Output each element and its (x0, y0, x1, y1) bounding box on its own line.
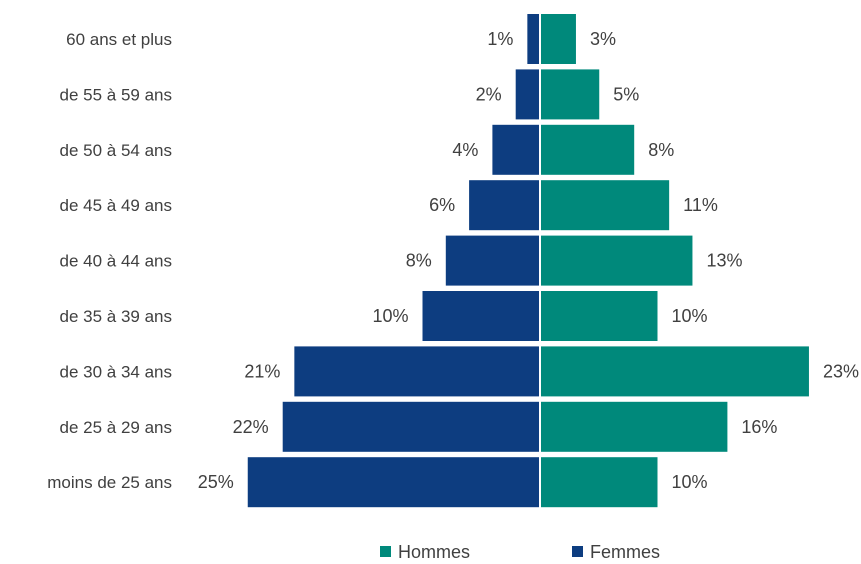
category-label: de 40 à 44 ans (60, 252, 172, 271)
data-label-hommes: 8% (648, 140, 674, 160)
bar-femmes (492, 124, 539, 175)
bar-hommes (541, 457, 658, 508)
legend-label-hommes: Hommes (398, 542, 470, 562)
category-label: de 30 à 34 ans (60, 362, 172, 381)
category-label: de 35 à 39 ans (60, 307, 172, 326)
data-label-hommes: 10% (672, 306, 708, 326)
data-label-femmes: 22% (233, 417, 269, 437)
data-label-hommes: 10% (672, 472, 708, 492)
data-label-hommes: 5% (613, 84, 639, 104)
bar-femmes (515, 69, 539, 120)
data-label-femmes: 21% (244, 361, 280, 381)
bar-hommes (541, 180, 670, 231)
data-label-hommes: 3% (590, 29, 616, 49)
legend-swatch-femmes (572, 546, 583, 557)
data-label-femmes: 6% (429, 195, 455, 215)
bar-hommes (541, 235, 693, 286)
bar-femmes (294, 346, 539, 397)
bar-hommes (541, 401, 728, 452)
bar-hommes (541, 291, 658, 341)
bar-hommes (541, 124, 635, 175)
bar-femmes (469, 180, 539, 231)
data-label-hommes: 13% (706, 251, 742, 271)
legend: Hommes Femmes (380, 542, 660, 562)
labels-layer: 60 ans et plus 1% 3% de 55 à 59 ans 2% 5% de 5… (47, 29, 859, 492)
data-label-hommes: 23% (823, 361, 859, 381)
bar-femmes (247, 457, 539, 508)
bar-femmes (422, 291, 539, 341)
category-label: de 55 à 59 ans (60, 85, 172, 104)
data-label-hommes: 11% (683, 195, 718, 215)
legend-label-femmes: Femmes (590, 542, 660, 562)
data-label-hommes: 16% (741, 417, 777, 437)
data-label-femmes: 4% (452, 140, 478, 160)
bar-femmes (445, 235, 539, 286)
data-label-femmes: 1% (487, 29, 513, 49)
data-label-femmes: 25% (198, 472, 234, 492)
legend-swatch-hommes (380, 546, 391, 557)
category-label: de 45 à 49 ans (60, 196, 172, 215)
data-label-femmes: 10% (372, 306, 408, 326)
bar-hommes (541, 14, 576, 64)
category-label: de 50 à 54 ans (60, 141, 172, 160)
bar-femmes (527, 14, 539, 64)
data-label-femmes: 2% (476, 84, 502, 104)
category-label: de 25 à 29 ans (60, 418, 172, 437)
bars-layer (247, 14, 809, 508)
category-label: moins de 25 ans (47, 473, 172, 492)
category-label: 60 ans et plus (66, 30, 172, 49)
bar-hommes (541, 346, 809, 397)
data-label-femmes: 8% (406, 251, 432, 271)
bar-hommes (541, 69, 600, 120)
bar-femmes (282, 401, 539, 452)
